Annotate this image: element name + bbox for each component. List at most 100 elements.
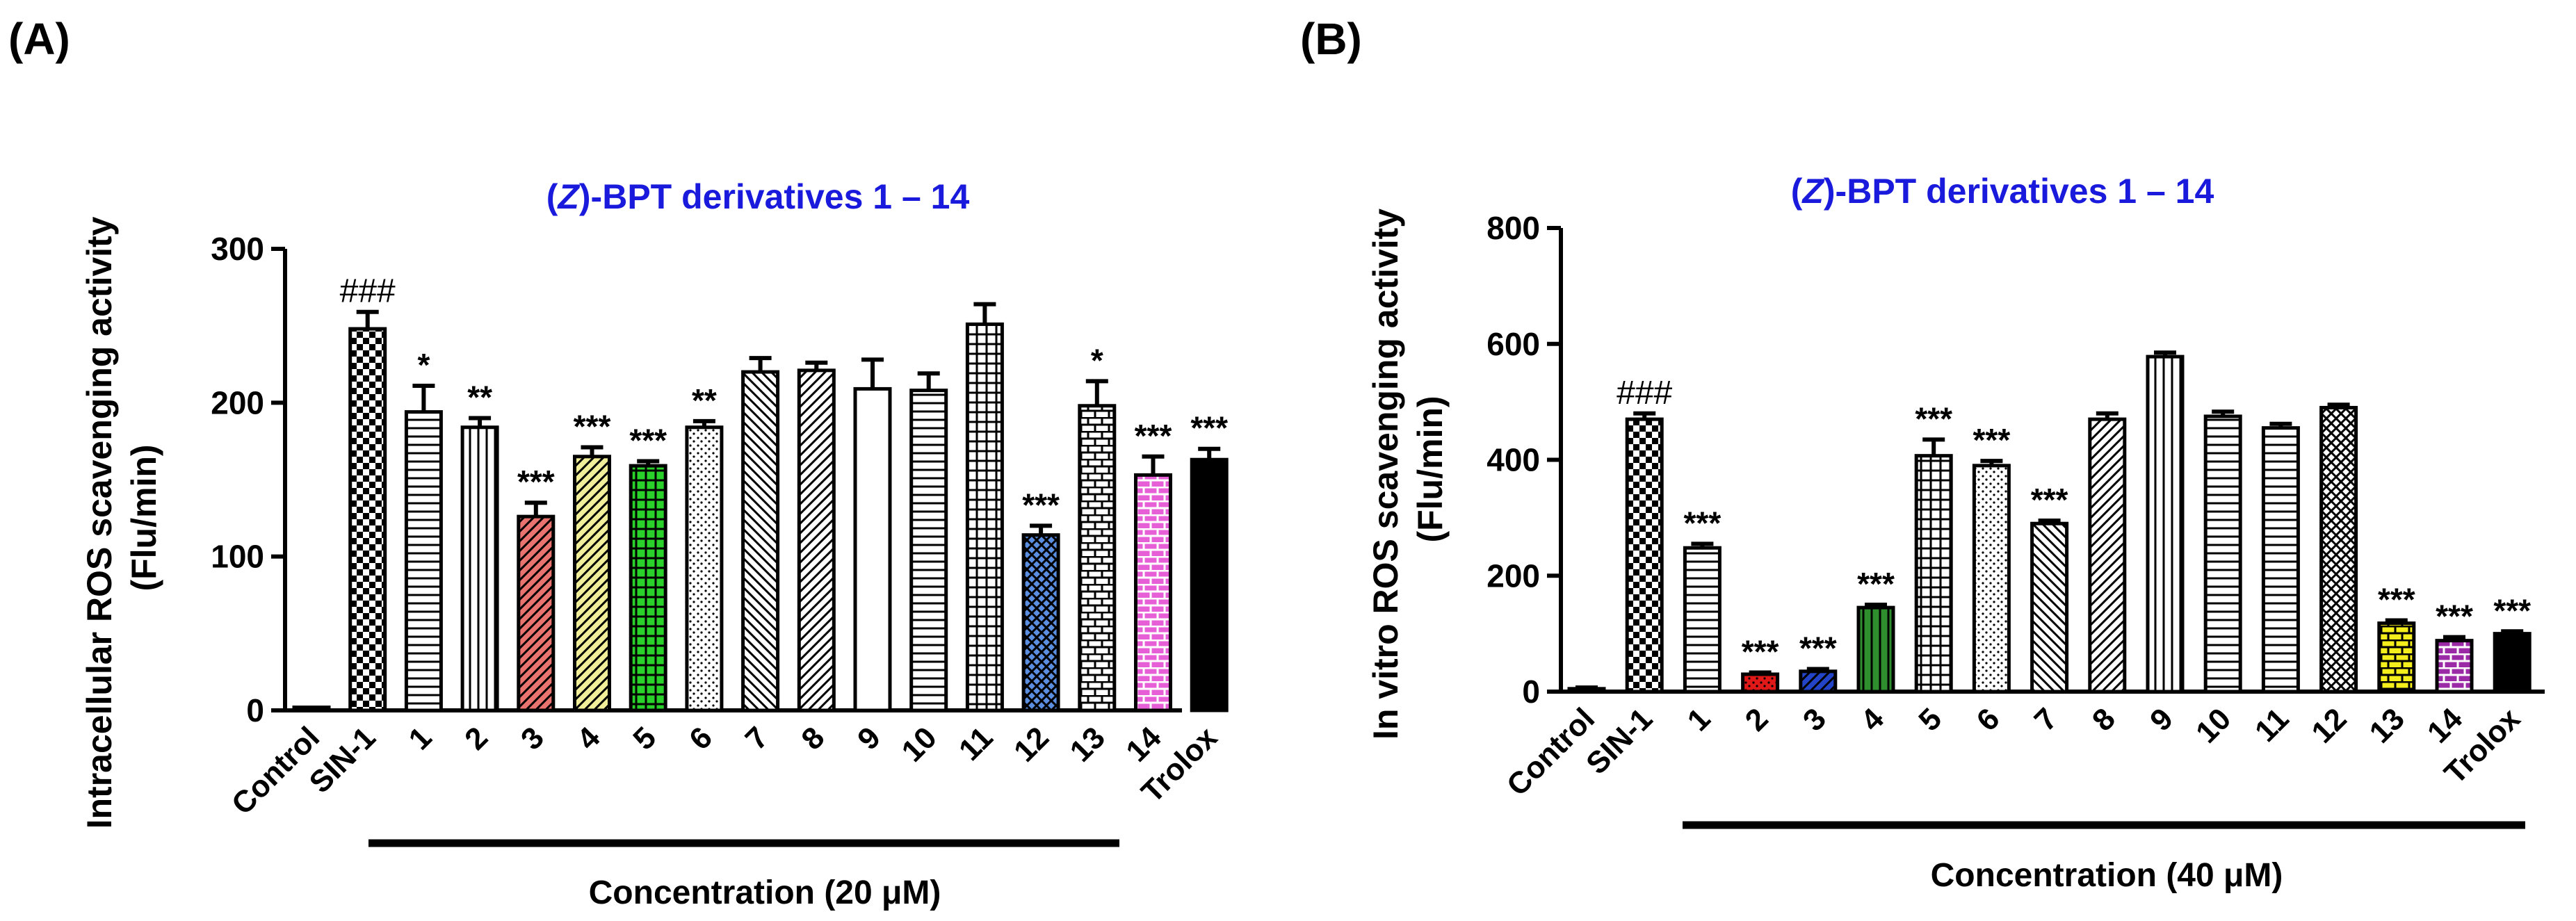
- bar-3: [517, 514, 556, 712]
- y-axis-label-a: Intracellular ROS scavenging activity (F…: [80, 207, 163, 829]
- x-tick-label: 6: [683, 720, 719, 756]
- x-tick-label: 13: [1064, 720, 1112, 768]
- error-bar: [973, 302, 996, 325]
- bar-14: [2435, 639, 2474, 694]
- bar-sin-1: [348, 327, 387, 712]
- bar-8: [2088, 417, 2127, 694]
- x-tick-label: 12: [2305, 701, 2353, 749]
- error-bar: [469, 416, 492, 427]
- error-bar: [1575, 685, 1598, 690]
- error-bar: [2443, 635, 2465, 641]
- y-tick-label: 300: [211, 231, 264, 267]
- bar-5: [629, 464, 667, 712]
- error-bar: [1030, 523, 1053, 535]
- significance-label: ***: [629, 422, 667, 458]
- bar-9: [2146, 354, 2185, 694]
- error-bar: [1749, 670, 1772, 675]
- bar-trolox: [1190, 457, 1229, 712]
- significance-label: ***: [1742, 633, 1779, 669]
- x-tick-label: 1: [403, 720, 439, 756]
- bar-6: [685, 425, 724, 712]
- x-tick-label: 11: [953, 720, 1000, 767]
- error-bar: [1142, 454, 1165, 475]
- significance-label: ***: [2031, 482, 2068, 518]
- x-tick-label: 12: [1007, 720, 1055, 768]
- error-bar: [1806, 667, 1829, 671]
- x-tick-label: 10: [896, 720, 943, 768]
- bar-2: [460, 425, 499, 712]
- significance-label: ***: [517, 464, 555, 500]
- bar-11: [965, 322, 1004, 712]
- error-bar: [356, 309, 379, 329]
- bar-1: [1683, 546, 1722, 694]
- error-bar: [749, 356, 772, 373]
- bar-2: [1741, 672, 1780, 694]
- significance-label: **: [467, 379, 492, 415]
- error-bar: [581, 445, 604, 457]
- x-tick-label: 10: [2189, 701, 2237, 749]
- chart-title-b: (Z)-BPT derivatives 1 – 14: [1791, 172, 2214, 211]
- error-bar: [917, 371, 940, 391]
- significance-label: ***: [2436, 598, 2473, 635]
- x-tick-label: 4: [1854, 701, 1890, 737]
- error-bar: [2501, 629, 2524, 634]
- x-tick-label: 7: [2028, 701, 2064, 737]
- chart-panel-a: (A) (Z)-BPT derivatives 1 – 14 Intracell…: [8, 14, 1229, 911]
- significance-label: ***: [1973, 422, 2011, 458]
- error-bar: [2385, 618, 2408, 623]
- x-tick-label: 11: [2249, 701, 2296, 749]
- bar-12: [1021, 533, 1060, 712]
- bar-10: [909, 389, 948, 712]
- bar-trolox: [2493, 632, 2532, 694]
- y-tick-label: 600: [1487, 326, 1540, 362]
- significance-label: ***: [1857, 566, 1895, 602]
- error-bar: [2269, 421, 2292, 428]
- error-bar: [1980, 459, 2003, 466]
- x-tick-label: 2: [1739, 701, 1775, 737]
- bar-9: [853, 386, 892, 712]
- error-bar: [2154, 350, 2176, 357]
- significance-label: *: [1091, 342, 1103, 378]
- error-bar: [1865, 602, 1887, 608]
- panel-label-b: (B): [1300, 14, 1362, 64]
- bar-7: [2030, 521, 2069, 694]
- bar-14: [1134, 473, 1172, 712]
- error-bar: [805, 360, 828, 370]
- significance-label: *: [417, 347, 430, 383]
- bars-a: ###********* ************ ***: [292, 273, 1229, 712]
- chart-title-a: (Z)-BPT derivatives 1 – 14: [546, 177, 970, 216]
- significance-label: ***: [2493, 592, 2531, 628]
- significance-label: ***: [1684, 505, 1722, 541]
- bar-4: [573, 455, 611, 712]
- panel-label-a: (A): [8, 14, 70, 64]
- y-tick-label: 200: [1487, 557, 1540, 594]
- x-tick-label: 3: [515, 720, 551, 756]
- significance-label: ***: [1915, 400, 1952, 437]
- x-tick-label: 5: [1912, 701, 1948, 737]
- error-bar: [1922, 437, 1945, 456]
- significance-label: **: [692, 382, 717, 418]
- significance-label: ***: [2378, 581, 2415, 617]
- error-bar: [637, 459, 660, 466]
- x-axis-label-a: Concentration (20 μM): [589, 874, 941, 911]
- significance-label: ***: [574, 409, 611, 445]
- significance-label: ###: [340, 273, 396, 310]
- x-tick-label: 1: [1681, 701, 1717, 737]
- x-tick-label: 5: [626, 720, 663, 756]
- error-bar: [412, 383, 435, 412]
- error-bar: [1085, 379, 1108, 406]
- error-bar: [861, 357, 884, 389]
- x-tick-label: 3: [1797, 701, 1833, 737]
- bar-8: [797, 368, 836, 712]
- error-bar: [2212, 409, 2235, 416]
- x-tick-label: 7: [739, 720, 775, 756]
- y-tick-label: 400: [1487, 442, 1540, 478]
- x-tick-label: 8: [2086, 701, 2122, 737]
- bar-12: [2319, 405, 2358, 694]
- bar-5: [1914, 454, 1953, 694]
- bar-10: [2203, 414, 2242, 694]
- error-bar: [524, 500, 547, 517]
- x-tick-label: 9: [2144, 701, 2180, 737]
- error-bar: [1198, 446, 1221, 460]
